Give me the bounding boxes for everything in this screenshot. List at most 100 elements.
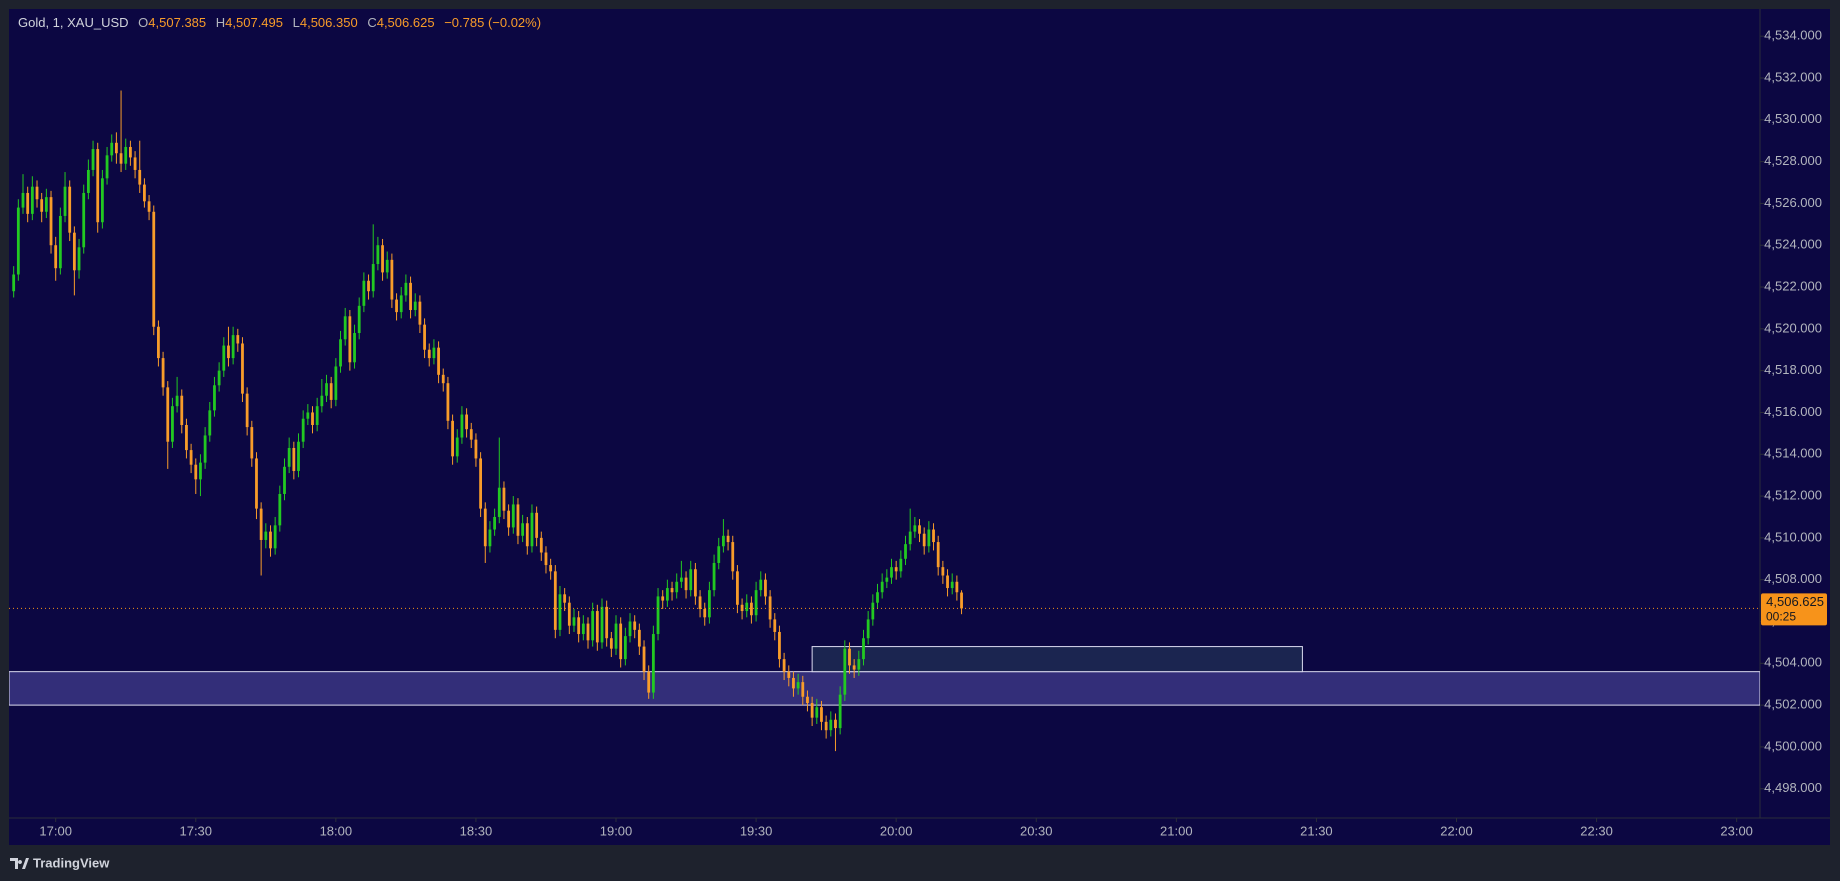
candle-body [759,579,763,591]
candle-body [413,301,417,311]
candle-body [231,335,235,359]
candle-body [119,153,123,164]
candle-body [623,636,627,660]
candle-body [161,358,165,388]
candle-body [792,677,795,689]
candle-body [367,280,370,292]
candle-body [670,588,674,593]
x-tick-label: 20:30 [1020,823,1053,838]
candle-body [362,280,366,306]
candle-body [44,197,48,212]
candle-body [376,245,380,265]
candle-body [385,259,389,273]
candle-body [857,659,861,670]
candle-body [605,606,609,639]
candle-body [960,592,963,609]
candle-body [483,508,487,547]
candle-body [703,608,707,618]
candle-body [264,531,268,540]
candle-body [871,602,875,620]
candle-body [768,596,772,620]
candle-body [446,383,450,421]
candle-body [918,525,921,534]
candle-body [497,487,501,517]
candle-body [259,508,263,540]
candle-body [876,592,879,603]
candle-body [637,629,641,647]
candle-body [913,525,917,532]
candle-body [745,602,749,612]
candle-body [124,146,128,164]
candle-body [437,347,440,375]
candle-body [189,450,193,465]
candle-body [68,186,72,233]
candle-body [208,410,212,436]
candle-body [539,537,543,553]
candle-body [796,682,800,689]
candle-body [787,671,791,678]
candle-body [114,142,118,154]
candle-body [820,707,823,722]
candle-body [418,301,422,325]
candle-body [862,638,865,660]
candle-body [320,395,324,407]
candle-body [49,197,53,246]
candle-body [535,512,539,538]
candle-body [343,316,347,340]
symbol: Gold, 1, XAU_USD [18,15,129,30]
candle-body [493,516,497,530]
y-tick-label: 4,508.000 [1764,571,1822,586]
candle-body [138,169,142,185]
candle-body [890,567,893,578]
candle-body [684,577,688,591]
candle-body [591,611,595,641]
logo-icon [10,858,29,869]
candle-body [922,533,926,547]
y-tick-label: 4,500.000 [1764,738,1822,753]
candle-body [399,295,403,313]
candle-body [199,462,202,480]
candle-body [432,347,436,359]
candle-body [348,316,352,363]
candle-body [474,439,478,459]
y-tick-label: 4,504.000 [1764,655,1822,670]
brand-logo: TradingView [10,855,110,870]
candle-body [544,552,548,566]
ohlc-value: 4,507.495 [225,15,283,30]
ohlc-value: 4,506.625 [376,15,435,30]
x-tick-label: 21:30 [1300,823,1333,838]
candle-body [778,631,781,660]
candle-body [166,387,170,442]
candle-body [194,464,198,480]
candle-body [357,305,361,334]
candle-body [927,529,931,547]
y-tick-label: 4,510.000 [1764,529,1822,544]
x-tick-label: 22:00 [1440,823,1473,838]
change: −0.785 [444,15,485,30]
candle-body [203,435,207,463]
ohlc-key: L [292,15,300,30]
candle-body [955,581,959,593]
y-tick-label: 4,498.000 [1764,780,1822,795]
candle-body [595,611,599,643]
candle-body [236,335,240,344]
x-tick-label: 19:30 [740,823,773,838]
candle-body [21,192,25,208]
candle-body [661,596,665,601]
candle-body [908,531,912,545]
candle-body [707,590,711,618]
candle-body [35,186,39,200]
candle-body [810,703,814,718]
ohlc-key: H [215,15,226,30]
candle-body [278,493,282,526]
candle-body [250,427,254,459]
chart-background [9,9,1830,845]
y-tick-label: 4,532.000 [1764,69,1822,84]
candle-body [469,429,473,440]
candle-body [717,546,721,563]
y-tick-label: 4,524.000 [1764,237,1822,252]
last-price-tag [1761,593,1827,626]
candle-body [72,232,76,271]
candle-body [941,567,945,576]
ohlc-value: 4,506.350 [299,15,358,30]
